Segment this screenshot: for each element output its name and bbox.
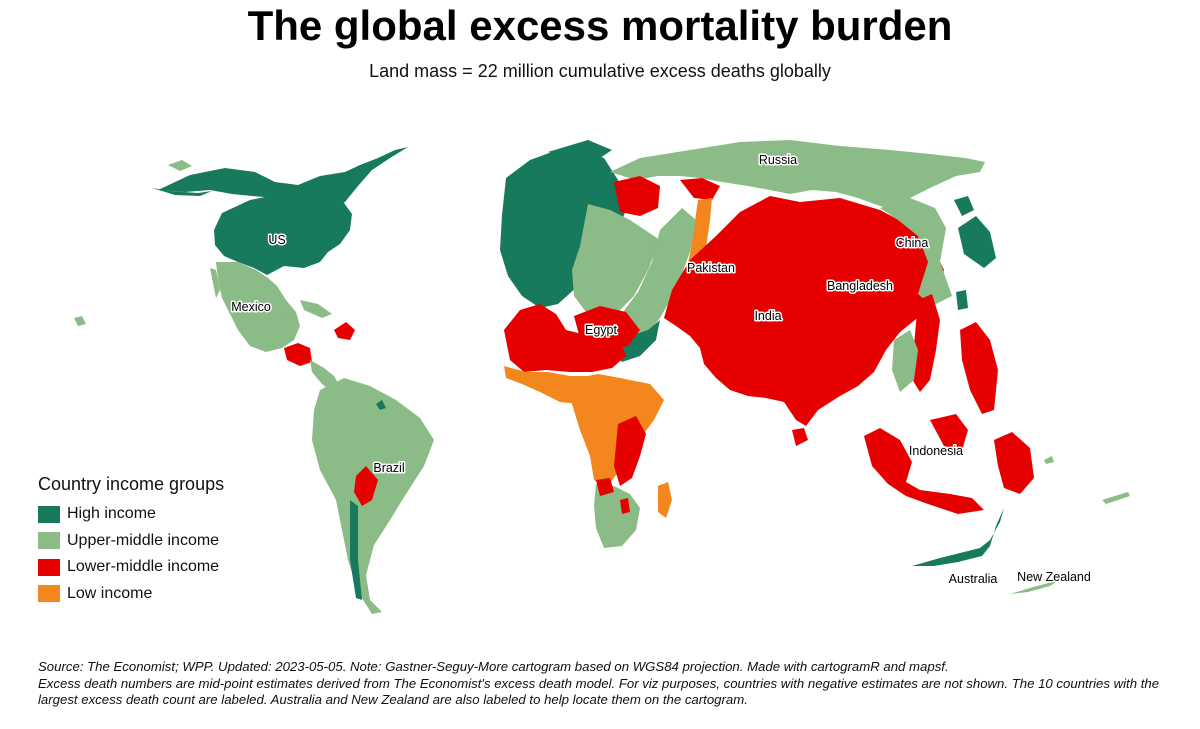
- region-middle-east: [612, 208, 696, 350]
- label-russia: Russia: [759, 153, 797, 167]
- region-europe-arctic: [548, 140, 612, 158]
- region-western-europe: [500, 150, 626, 308]
- region-alaska-tip: [168, 160, 192, 171]
- region-caribbean-cuba: [300, 300, 332, 318]
- region-south-africa-red: [596, 478, 614, 496]
- region-caribbean-small: [283, 312, 295, 320]
- label-indonesia: Indonesia: [909, 444, 963, 458]
- page-title: The global excess mortality burden: [247, 2, 953, 49]
- legend-swatch-low-income: [38, 585, 60, 603]
- region-us: [214, 193, 352, 275]
- region-mozambique-red: [620, 498, 630, 514]
- label-us: US: [268, 233, 285, 247]
- region-mexico: [216, 262, 300, 352]
- legend-label: Lower-middle income: [67, 558, 220, 576]
- legend-label: Low income: [67, 584, 153, 602]
- region-philippines: [960, 322, 998, 414]
- label-mexico: Mexico: [231, 300, 271, 314]
- footnote-source-line: Source: The Economist; WPP. Updated: 202…: [38, 659, 949, 674]
- americas: [152, 147, 434, 614]
- region-pacific-dots: [1044, 456, 1054, 464]
- region-egypt: [574, 306, 640, 350]
- legend-item-lower-middle-income: Lower-middle income: [38, 554, 298, 581]
- label-bangladesh: Bangladesh: [827, 279, 893, 293]
- region-sri-lanka: [792, 428, 808, 446]
- eurasia-africa: [500, 140, 1034, 548]
- label-china: China: [896, 236, 929, 250]
- region-png: [994, 432, 1034, 494]
- region-russia: [610, 140, 985, 210]
- legend: Country income groups High income Upper-…: [38, 473, 298, 607]
- region-korea: [954, 196, 974, 216]
- legend-item-high-income: High income: [38, 501, 298, 528]
- legend-swatch-lower-middle-income: [38, 558, 60, 576]
- region-central-asia-red: [680, 178, 720, 200]
- legend-label: Upper-middle income: [67, 531, 220, 549]
- region-pacific-islands: [1102, 492, 1130, 504]
- region-caribbean-red: [334, 322, 355, 340]
- legend-item-low-income: Low income: [38, 581, 298, 608]
- region-indonesia: [864, 428, 984, 514]
- region-taiwan: [956, 290, 968, 310]
- legend-swatch-upper-middle-income: [38, 532, 60, 550]
- region-mexico-baja: [210, 268, 220, 298]
- label-pakistan: Pakistan: [687, 261, 735, 275]
- legend-item-upper-middle-income: Upper-middle income: [38, 528, 298, 555]
- region-north-africa: [504, 304, 626, 372]
- region-guyana-dot: [376, 400, 386, 410]
- region-alaska-arc: [152, 188, 212, 196]
- region-thailand: [892, 330, 918, 392]
- region-south-africa: [594, 484, 640, 548]
- label-new-zealand: New Zealand: [1017, 570, 1091, 584]
- region-chile-strip: [350, 500, 362, 600]
- footnote: Source: The Economist; WPP. Updated: 202…: [38, 659, 1168, 709]
- region-central-america-red: [284, 343, 312, 366]
- legend-title: Country income groups: [38, 474, 225, 494]
- region-indonesia-east: [930, 414, 968, 450]
- region-madagascar: [658, 482, 672, 518]
- region-japan: [958, 216, 996, 268]
- region-south-asia: [664, 196, 944, 426]
- region-eastern-europe: [572, 204, 660, 318]
- region-canada-alaska: [158, 147, 408, 212]
- label-egypt: Egypt: [585, 323, 617, 337]
- region-hawaii: [74, 316, 86, 326]
- label-brazil: Brazil: [373, 461, 404, 475]
- region-central-africa: [568, 374, 664, 488]
- footnote-method-line: Excess death numbers are mid-point estim…: [38, 675, 1160, 708]
- label-australia: Australia: [949, 572, 998, 586]
- oceania-lines: [74, 316, 1130, 594]
- label-india: India: [754, 309, 781, 323]
- region-australia: [912, 508, 1004, 566]
- page-subtitle: Land mass = 22 million cumulative excess…: [369, 61, 831, 81]
- legend-swatch-high-income: [38, 505, 60, 523]
- legend-label: High income: [67, 505, 156, 523]
- region-bolivia: [354, 466, 378, 506]
- region-east-africa-red: [614, 416, 646, 486]
- region-china: [880, 198, 952, 306]
- region-myanmar: [910, 294, 940, 392]
- region-ukraine: [614, 176, 660, 216]
